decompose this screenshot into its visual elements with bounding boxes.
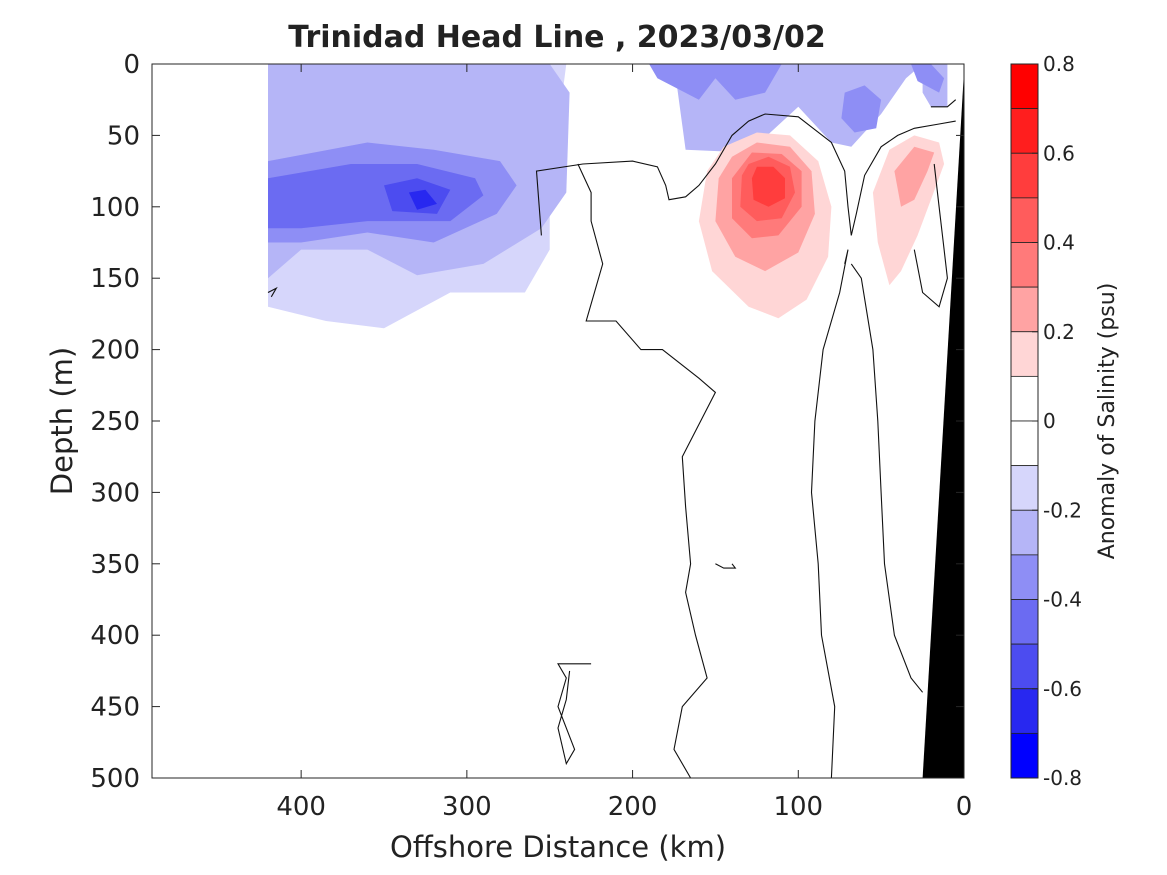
y-tick-label: 200 [90, 336, 140, 366]
anomaly-fill-layer [268, 64, 948, 329]
zero-contour-line [850, 263, 924, 693]
colorbar-swatch [1010, 63, 1039, 110]
x-tick-label: 300 [442, 792, 492, 822]
zero-contour-line [930, 99, 957, 108]
colorbar-swatch [1010, 108, 1039, 154]
colorbar-tick-label: 0.6 [1043, 141, 1075, 165]
bathymetry-mask-layer [922, 71, 964, 778]
y-tick-label: 0 [123, 50, 140, 80]
colorbar-swatch [1010, 554, 1039, 600]
y-tick-label: 150 [90, 264, 140, 294]
fresh-band-region [408, 189, 437, 210]
y-tick-label: 100 [90, 193, 140, 223]
zero-contour-line [810, 249, 849, 778]
colorbar-tick-label: 0.2 [1043, 320, 1075, 344]
colorbar-label: Anomaly of Salinity (psu) [1095, 283, 1120, 560]
zero-contour-line [535, 113, 956, 236]
y-tick-label: 500 [90, 764, 140, 794]
colorbar-swatches [1010, 63, 1039, 779]
colorbar-tick-label: -0.2 [1043, 498, 1082, 522]
colorbar-tick-label: 0 [1043, 409, 1056, 433]
colorbar-tick-label: -0.4 [1043, 588, 1082, 612]
colorbar-swatch [1010, 732, 1039, 779]
colorbar-tick-label: -0.8 [1043, 766, 1082, 790]
y-tick-label: 450 [90, 693, 140, 723]
colorbar-swatch [1010, 599, 1039, 645]
x-axis-label: Offshore Distance (km) [390, 830, 726, 864]
zero-contour-line [715, 563, 737, 569]
colorbar-tick-label: 0.4 [1043, 231, 1075, 255]
colorbar-swatch [1010, 331, 1039, 377]
colorbar-swatch [1010, 375, 1039, 422]
x-tick-label: 400 [276, 792, 326, 822]
zero-contour-line [577, 163, 717, 778]
x-tick-label: 200 [608, 792, 658, 822]
salty-core-region [751, 166, 785, 207]
y-tick-label: 350 [90, 550, 140, 580]
y-axis: 0 50 100 150 200 250 300 350 400 450 500 [90, 50, 964, 794]
colorbar-frame [1010, 63, 1039, 779]
salty-core-region [894, 146, 935, 207]
colorbar-swatch [1010, 242, 1039, 288]
y-tick-label: 300 [90, 478, 140, 508]
colorbar-ticks: 0.8 0.6 0.4 0.2 0 -0.2 -0.4 -0.6 -0.8 [1032, 52, 1082, 790]
plot-area [151, 63, 965, 779]
x-tick-label: 0 [956, 792, 973, 822]
zero-contour-line [267, 286, 278, 298]
colorbar-swatch [1010, 465, 1039, 511]
x-tick-label: 100 [773, 792, 823, 822]
colorbar-swatch [1010, 152, 1039, 199]
y-tick-label: 400 [90, 621, 140, 651]
colorbar-swatch [1010, 509, 1039, 556]
colorbar-swatch [1010, 420, 1039, 467]
colorbar-swatch [1010, 688, 1039, 734]
colorbar-tick-label: 0.8 [1043, 52, 1075, 76]
bathymetry-mask [922, 71, 964, 778]
colorbar-swatch [1010, 286, 1039, 333]
chart-title: Trinidad Head Line , 2023/03/02 [288, 20, 825, 55]
y-tick-label: 250 [90, 407, 140, 437]
zero-contour-line [557, 663, 592, 766]
colorbar-swatch [1010, 197, 1039, 243]
colorbar-tick-label: -0.6 [1043, 677, 1082, 701]
y-tick-label: 50 [107, 121, 140, 151]
y-axis-label: Depth (m) [45, 347, 79, 495]
colorbar: 0.8 0.6 0.4 0.2 0 -0.2 -0.4 -0.6 -0.8 [1010, 52, 1082, 790]
colorbar-swatch [1010, 643, 1039, 690]
x-axis: 400 300 200 100 0 [276, 64, 972, 822]
fresh-band-region [268, 164, 484, 229]
fresh-band-region [911, 64, 945, 93]
fresh-band-region [841, 85, 882, 133]
fresh-band-region [624, 64, 782, 100]
zero-contour-layer [267, 99, 957, 778]
zero-contour-line [913, 163, 948, 308]
